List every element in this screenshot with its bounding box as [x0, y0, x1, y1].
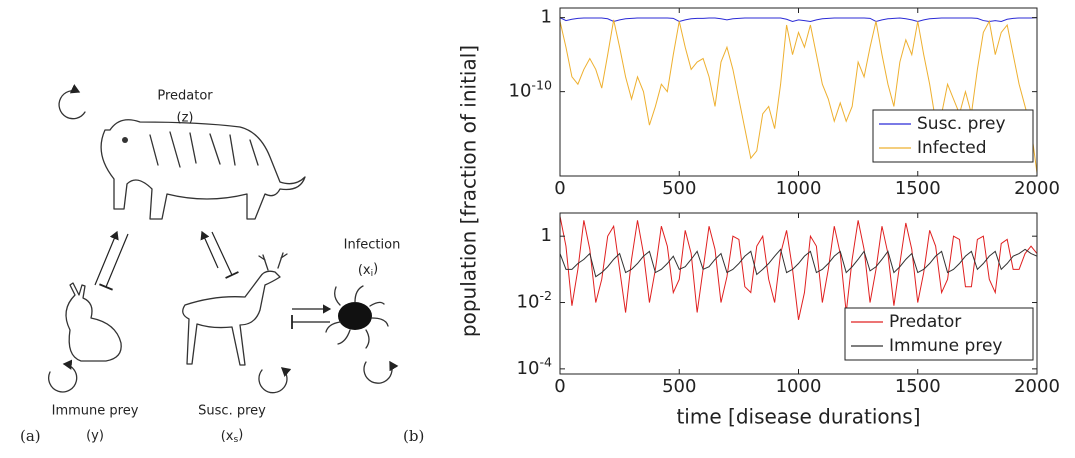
- node-symbol: (z): [177, 111, 194, 126]
- y-tick-label: 10-4: [517, 354, 552, 379]
- legend-label: Predator: [889, 312, 961, 332]
- x-tick-label: 0: [554, 178, 565, 199]
- panel-label: (b): [403, 427, 424, 445]
- x-tick-label: 2000: [1014, 376, 1060, 397]
- y-tick-label: 10-10: [509, 77, 552, 102]
- series-line: [559, 17, 1038, 23]
- node-name: Susc. prey: [198, 404, 266, 419]
- y-tick-label: 10-2: [517, 288, 552, 313]
- legend-box: [844, 307, 1034, 361]
- x-tick-label: 1500: [895, 178, 941, 199]
- y-tick-label: 1: [541, 225, 552, 246]
- x-tick-label: 1000: [776, 178, 822, 199]
- diagram-art: [48, 83, 399, 394]
- series-line: [559, 248, 1038, 278]
- x-tick-label: 500: [662, 376, 696, 397]
- x-tick-label: 1000: [776, 376, 822, 397]
- panel-label: (a): [20, 427, 41, 445]
- legend-label: Susc. prey: [917, 114, 1006, 134]
- legend-label: Infected: [917, 138, 987, 158]
- node-symbol: (xs): [221, 427, 244, 445]
- x-tick-label: 500: [662, 178, 696, 199]
- legend-box: [872, 109, 1034, 163]
- x-tick-label: 0: [554, 376, 565, 397]
- node-name: Immune prey: [52, 404, 139, 419]
- node-symbol: (xi): [358, 261, 378, 279]
- node-name: Infection: [344, 238, 401, 253]
- legend-label: Immune prey: [889, 336, 1002, 356]
- node-symbol: (y): [86, 429, 104, 444]
- x-tick-label: 2000: [1014, 178, 1060, 199]
- y-axis-label: population [fraction of initial]: [457, 45, 481, 337]
- series-line: [559, 19, 1038, 174]
- node-name: Predator: [157, 89, 213, 104]
- x-axis-label: time [disease durations]: [676, 405, 920, 429]
- series-line: [559, 216, 1038, 320]
- y-tick-label: 1: [541, 7, 552, 28]
- x-tick-label: 1500: [895, 376, 941, 397]
